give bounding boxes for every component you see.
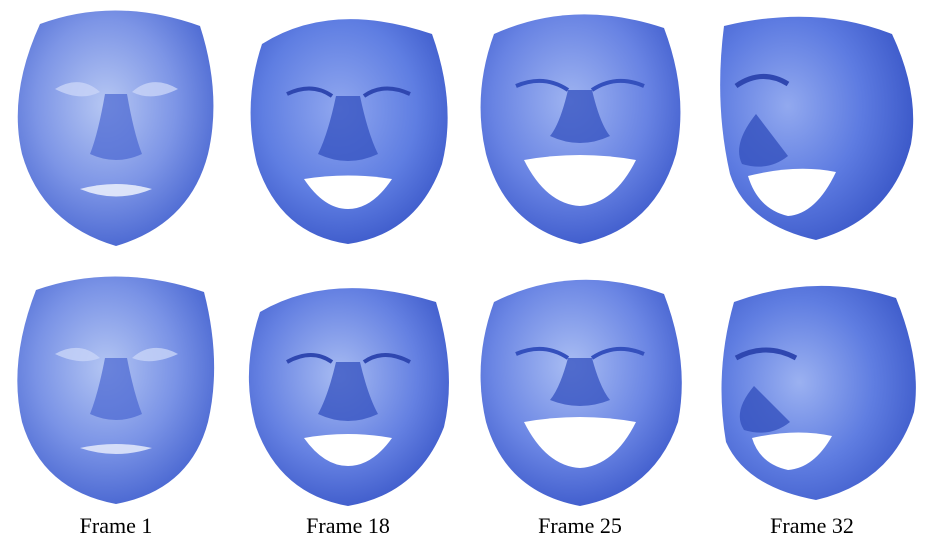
face-bottom-frame-32 — [696, 262, 928, 517]
face-top-frame-25 — [464, 4, 696, 259]
caption-frame-32: Frame 32 — [770, 513, 854, 538]
face-bottom-frame-18 — [232, 262, 464, 517]
face-bottom-frame-25 — [464, 262, 696, 517]
face-top-frame-1 — [0, 4, 232, 259]
face-top-frame-32 — [696, 4, 928, 259]
caption-frame-25: Frame 25 — [538, 513, 622, 538]
face-top-frame-18 — [232, 4, 464, 259]
face-bottom-frame-1 — [0, 262, 232, 517]
caption-frame-18: Frame 18 — [306, 513, 390, 538]
caption-frame-1: Frame 1 — [79, 513, 153, 538]
